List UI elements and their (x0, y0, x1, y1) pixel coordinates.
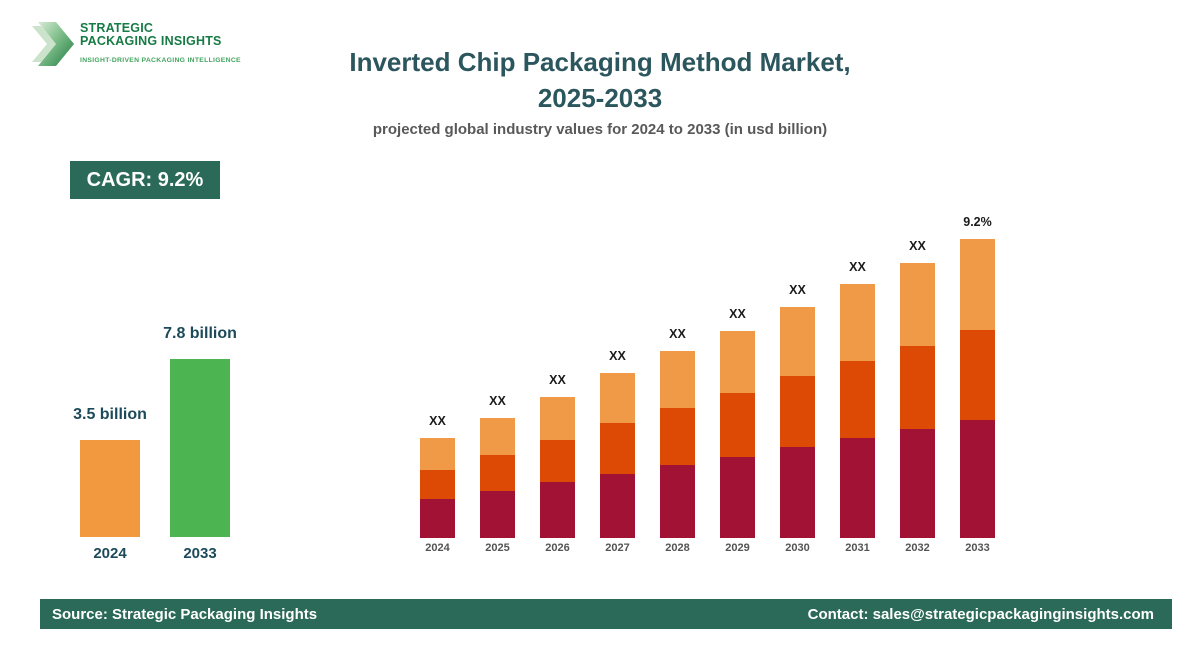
stacked-bar-value-label: XX (549, 373, 566, 387)
stacked-bar-2031-middle-segment (840, 361, 875, 438)
footer-source-text: Source: Strategic Packaging Insights (52, 605, 318, 623)
stacked-bar-2028-middle-segment (660, 408, 695, 465)
stacked-bar-2025-bottom-segment (480, 491, 515, 538)
stacked-bar-2025-top-segment (480, 418, 515, 455)
stacked-bar-tick-label: 2024 (425, 542, 450, 554)
stacked-bar-value-label: XX (729, 307, 746, 321)
stacked-bar-2029-middle-segment (720, 393, 755, 457)
brand-logo: STRATEGIC PACKAGING INSIGHTS INSIGHT-DRI… (32, 14, 241, 68)
brand-text: STRATEGIC PACKAGING INSIGHTS INSIGHT-DRI… (80, 14, 241, 65)
stacked-bar-tick-label: 2028 (665, 542, 690, 554)
stacked-bar-2024-top-segment (420, 438, 455, 470)
brand-name-line1: STRATEGIC (80, 21, 154, 35)
stacked-bar-2031-bottom-segment (840, 438, 875, 538)
page-title-line2: 2025-2033 (537, 83, 663, 113)
stacked-bar-value-label: XX (909, 239, 926, 253)
stacked-bar-2031-top-segment (840, 284, 875, 361)
stacked-bar-tick-label: 2025 (485, 542, 510, 554)
stacked-bar-value-label: XX (669, 327, 686, 341)
stacked-bar-2033-top-segment (960, 239, 995, 330)
stacked-bar-2028-top-segment (660, 351, 695, 408)
stacked-bar-2024-middle-segment (420, 470, 455, 499)
stacked-bar-value-label: XX (429, 414, 446, 428)
summary-bar-value-label: 7.8 billion (163, 325, 237, 342)
stacked-bar-2029-top-segment (720, 331, 755, 393)
stacked-bar-2026-bottom-segment (540, 482, 575, 538)
title-block: Inverted Chip Packaging Method Market, 2… (230, 44, 970, 138)
footer-contact-text: Contact: sales@strategicpackaginginsight… (807, 605, 1154, 623)
stacked-bar-2029-bottom-segment (720, 457, 755, 538)
stacked-bar-value-label: XX (609, 349, 626, 363)
stacked-bar-2032-top-segment (900, 263, 935, 346)
stacked-bar-2032-bottom-segment (900, 429, 935, 538)
page-subtitle: projected global industry values for 202… (372, 121, 828, 138)
stacked-bar-tick-label: 2030 (785, 542, 810, 554)
stacked-bar-2026-top-segment (540, 397, 575, 440)
summary-tick-label: 2024 (93, 545, 127, 562)
stacked-bar-2026-middle-segment (540, 440, 575, 482)
brand-tagline: INSIGHT-DRIVEN PACKAGING INTELLIGENCE (80, 57, 241, 64)
stacked-bar-tick-label: 2026 (545, 542, 570, 554)
stacked-bar-2030-middle-segment (780, 376, 815, 447)
stacked-bar-value-label: 9.2% (963, 215, 992, 229)
summary-tick-label: 2033 (183, 545, 217, 562)
stacked-bar-2025-middle-segment (480, 455, 515, 491)
stacked-bar-2027-middle-segment (600, 423, 635, 474)
stacked-bar-tick-label: 2027 (605, 542, 630, 554)
stacked-bar-2024-bottom-segment (420, 499, 455, 538)
stacked-bar-2032-middle-segment (900, 346, 935, 429)
stacked-bar-tick-label: 2029 (725, 542, 750, 554)
stacked-bar-2028-bottom-segment (660, 465, 695, 538)
stacked-bar-tick-label: 2031 (845, 542, 870, 554)
stacked-bar-2030-top-segment (780, 307, 815, 376)
stacked-bar-value-label: XX (489, 394, 506, 408)
stacked-bar-tick-label: 2032 (905, 542, 930, 554)
cagr-badge: CAGR: 9.2% (70, 161, 220, 199)
summary-bar-2024 (80, 440, 140, 537)
brand-name-line2: PACKAGING INSIGHTS (80, 34, 222, 48)
footer-bar: Source: Strategic Packaging Insights Con… (40, 599, 1172, 629)
stacked-bar-value-label: XX (849, 260, 866, 274)
page-title-line1: Inverted Chip Packaging Method Market, (349, 47, 851, 77)
stacked-bar-2033-bottom-segment (960, 420, 995, 538)
stacked-bar-tick-label: 2033 (965, 542, 990, 554)
stacked-bar-2033-middle-segment (960, 330, 995, 420)
summary-bar-value-label: 3.5 billion (73, 406, 147, 423)
summary-bar-2033 (170, 359, 230, 537)
stacked-bar-2027-top-segment (600, 373, 635, 423)
chevron-right-arrow-icon (32, 22, 74, 66)
stacked-bar-2027-bottom-segment (600, 474, 635, 538)
stacked-bar-value-label: XX (789, 283, 806, 297)
stacked-bar-2030-bottom-segment (780, 447, 815, 538)
